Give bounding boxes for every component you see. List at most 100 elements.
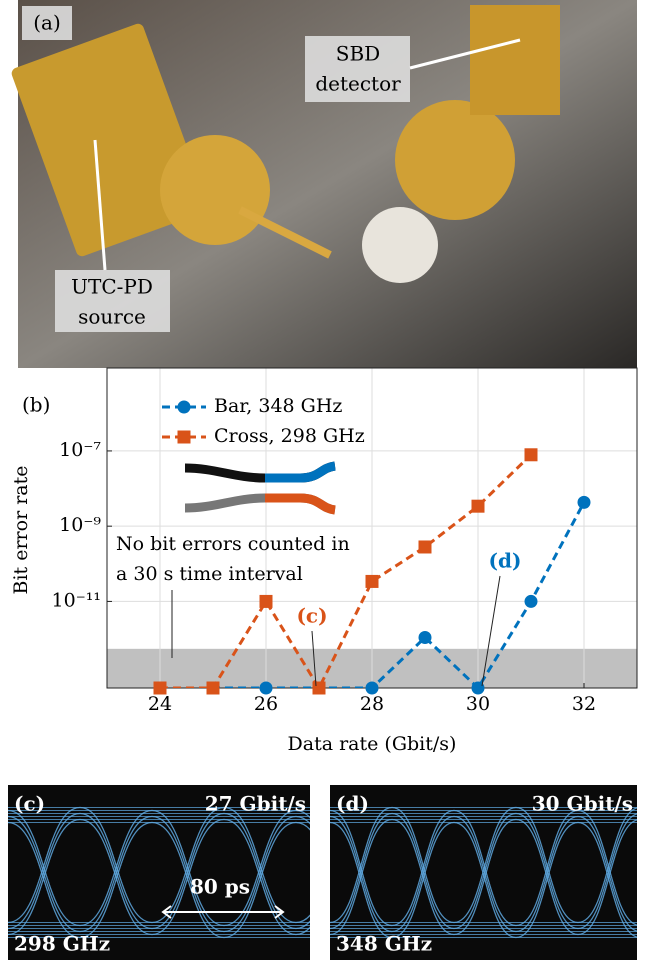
- y-tick-label: 10⁻⁷: [59, 439, 101, 461]
- eye-trace: [330, 821, 637, 939]
- panel-label: (a): [33, 11, 61, 35]
- label-box: [55, 270, 170, 332]
- y-tick-label: 10⁻⁹: [59, 514, 101, 536]
- legend-label: Bar, 348 GHz: [214, 395, 342, 417]
- data-point: [206, 681, 220, 695]
- label-box: [305, 36, 410, 102]
- data-point: [577, 495, 591, 509]
- eye-background: [8, 785, 310, 960]
- eye-trace: [330, 806, 637, 924]
- x-tick-label: 24: [148, 693, 172, 715]
- eye-trace: [330, 812, 637, 930]
- eye-trace: [8, 806, 310, 924]
- eye-trace: [8, 812, 310, 930]
- eye-rate: 27 Gbit/s: [205, 792, 306, 816]
- data-point: [153, 681, 167, 695]
- eye-scale: 80 ps: [190, 875, 250, 899]
- callout: (d): [489, 549, 522, 573]
- photo-label: detector: [315, 72, 401, 96]
- data-point: [312, 681, 326, 695]
- eye-trace: [330, 809, 637, 927]
- eye-trace: [8, 815, 310, 933]
- eye-background: [330, 785, 637, 960]
- eye-trace: [8, 818, 310, 936]
- y-axis-label: Bit error rate: [10, 466, 32, 595]
- x-axis-label: Data rate (Gbit/s): [288, 733, 457, 755]
- data-point: [524, 594, 538, 608]
- eye-frequency: 298 GHz: [14, 932, 110, 956]
- data-point: [471, 681, 485, 695]
- eye-trace: [8, 809, 310, 927]
- panel-label: (d): [336, 792, 369, 816]
- eye-trace: [8, 821, 310, 939]
- eye-trace: [8, 806, 310, 924]
- eye-trace: [8, 809, 310, 927]
- chart: 24 26 28 30 32 10⁻⁷ 10⁻⁹ 10⁻¹¹ Data rate (Gbit/s…: [10, 367, 638, 755]
- eye-trace: [330, 815, 637, 933]
- eye-trace: [8, 818, 310, 936]
- eye-trace: [330, 809, 637, 927]
- eye-trace: [330, 806, 637, 924]
- eye-trace: [8, 815, 310, 933]
- scale-arrow: [161, 905, 285, 919]
- data-point: [365, 681, 379, 695]
- photo-flange: [395, 100, 515, 220]
- legend-marker: [177, 400, 191, 414]
- photo-label: source: [78, 305, 146, 329]
- x-tick-label: 28: [360, 693, 384, 715]
- data-point: [418, 630, 432, 644]
- photo-mount: [470, 5, 560, 115]
- eye-diagrams: (c) 27 Gbit/s 298 GHz 80 ps (d) 30 Gbit/s 348 …: [8, 785, 637, 960]
- x-tick-label: 30: [466, 693, 490, 715]
- photo-probe: [238, 206, 332, 259]
- data-point: [259, 594, 273, 608]
- eye-traces: [330, 806, 637, 939]
- eye-trace: [330, 809, 637, 927]
- data-point: [418, 540, 432, 554]
- eye-traces: [8, 806, 310, 939]
- data-point: [365, 574, 379, 588]
- leader-line: [93, 139, 107, 271]
- photo-flange: [160, 135, 270, 245]
- eye-trace: [330, 821, 637, 939]
- eye-trace: [330, 812, 637, 930]
- series-line: [160, 453, 533, 688]
- photo-part: [362, 207, 438, 283]
- eye-trace: [330, 818, 637, 936]
- y-tick-label: 10⁻¹¹: [52, 589, 101, 611]
- eye-frequency: 348 GHz: [336, 932, 432, 956]
- eye-trace: [330, 815, 637, 933]
- eye-trace: [8, 815, 310, 933]
- eye-trace: [8, 818, 310, 936]
- annotation: No bit errors counted in: [116, 533, 350, 555]
- eye-trace: [8, 812, 310, 930]
- panel-label: (c): [14, 792, 45, 816]
- photo-label: SBD: [336, 42, 380, 66]
- eye-trace: [8, 821, 310, 939]
- eye-trace: [330, 806, 637, 924]
- data-point: [259, 681, 273, 695]
- eye-trace: [8, 812, 310, 930]
- leader-line: [409, 38, 521, 70]
- eye-trace: [8, 806, 310, 924]
- eye-trace: [8, 809, 310, 927]
- data-point: [471, 499, 485, 513]
- eye-trace: [330, 818, 637, 936]
- legend-label: Cross, 298 GHz: [214, 425, 365, 447]
- annotation: a 30 s time interval: [116, 563, 303, 585]
- panel-label: (b): [22, 393, 50, 417]
- eye-trace: [8, 821, 310, 939]
- photo-panel: (a) SBD detector UTC-PD source: [11, 0, 637, 368]
- x-tick-label: 26: [254, 693, 278, 715]
- photo-label: UTC-PD: [71, 275, 153, 299]
- eye-trace: [330, 818, 637, 936]
- eye-trace: [330, 821, 637, 939]
- label-box: [22, 6, 72, 40]
- eye-trace: [330, 815, 637, 933]
- coupler-icon: [184, 461, 336, 515]
- icon-path: [265, 493, 336, 515]
- eye-trace: [330, 812, 637, 930]
- legend-marker: [177, 430, 191, 444]
- x-tick-label: 32: [572, 693, 596, 715]
